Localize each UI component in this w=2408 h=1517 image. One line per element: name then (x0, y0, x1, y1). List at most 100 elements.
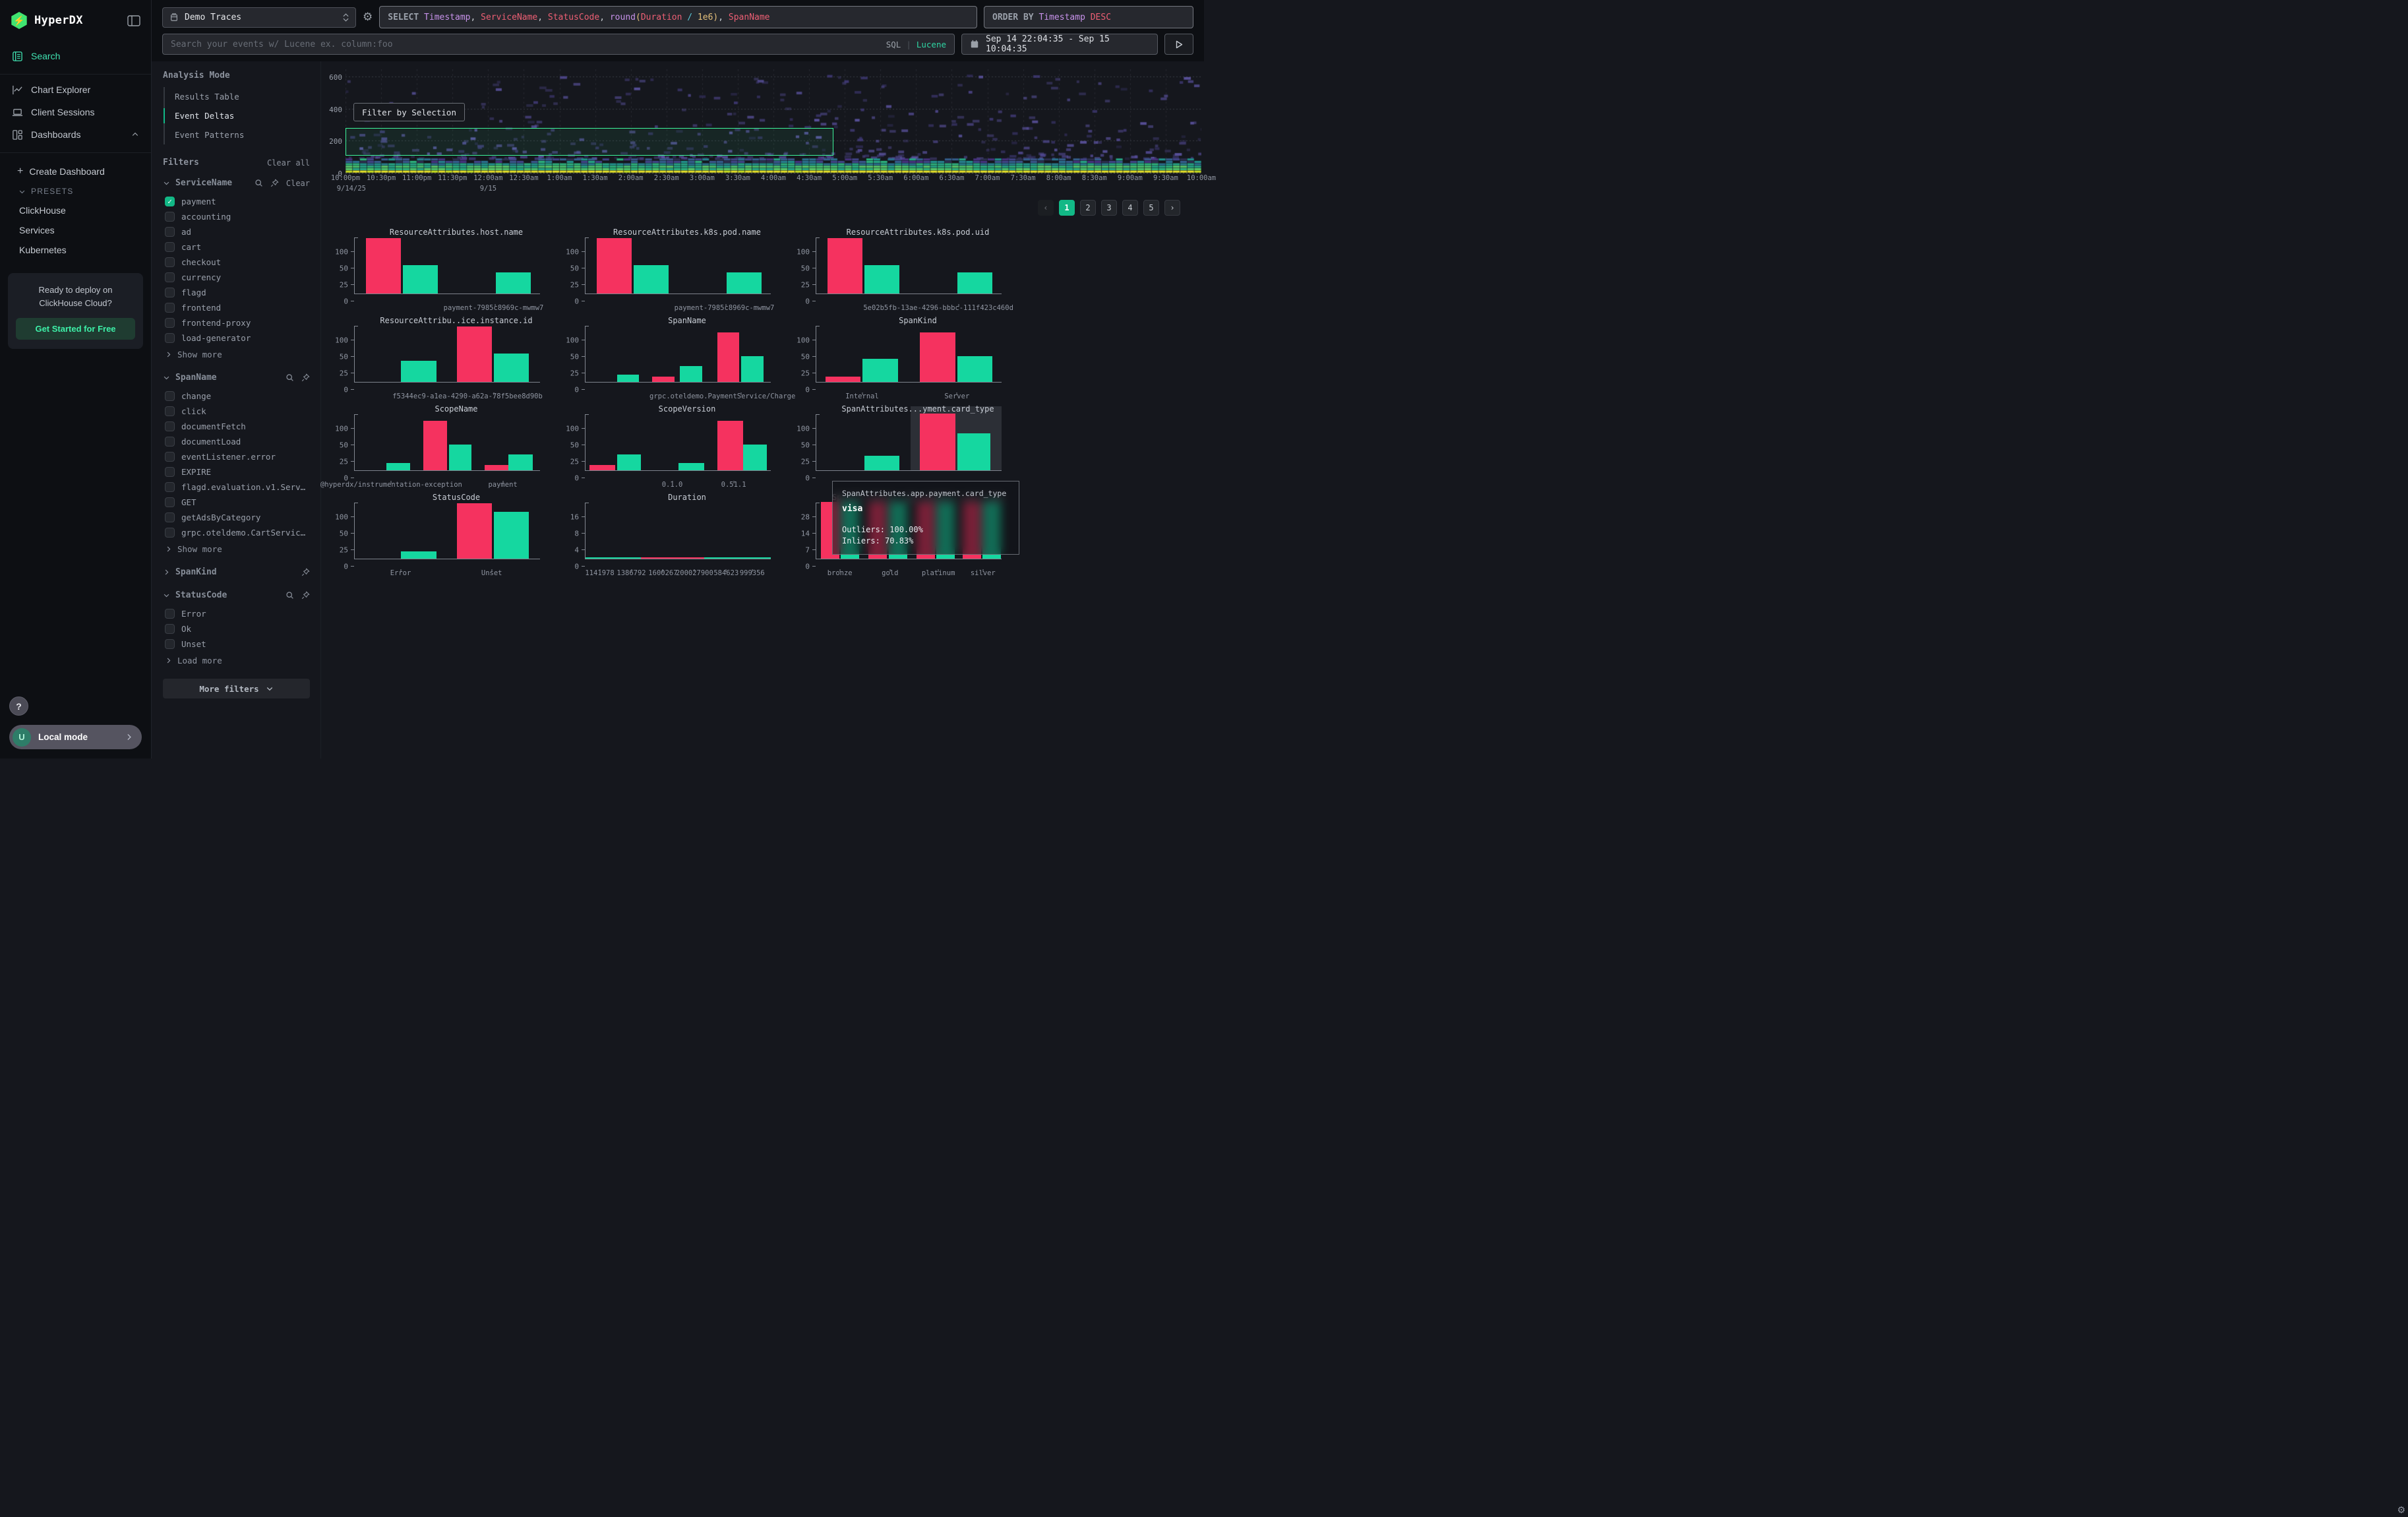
inlier-bar[interactable] (957, 433, 991, 470)
filter-group-header[interactable]: StatusCode (163, 590, 310, 600)
checkbox-unchecked[interactable] (165, 242, 175, 252)
heatmap-plot[interactable]: Filter by Selection (346, 69, 1201, 173)
outlier-bar[interactable] (826, 377, 860, 382)
outlier-bar[interactable] (920, 332, 955, 382)
checkbox-unchecked[interactable] (165, 624, 175, 634)
analysis-mode-results-table[interactable]: Results Table (165, 87, 310, 106)
checkbox-unchecked[interactable] (165, 272, 175, 282)
filter-group-header[interactable]: SpanName (163, 373, 310, 383)
filter-checkbox-item[interactable]: currency (163, 270, 310, 285)
filter-checkbox-item[interactable]: frontend (163, 300, 310, 315)
mini-chart-plot[interactable] (585, 326, 771, 383)
checkbox-unchecked[interactable] (165, 528, 175, 538)
filter-checkbox-item[interactable]: flagd (163, 285, 310, 300)
filter-checkbox-item[interactable]: cart (163, 239, 310, 255)
run-query-button[interactable] (1164, 34, 1193, 55)
filter-load-more-button[interactable]: Load more (163, 652, 310, 666)
local-mode-menu[interactable]: U Local mode (9, 725, 142, 749)
filter-checkbox-item[interactable]: ✓payment (163, 194, 310, 209)
filter-show-more-button[interactable]: Show more (163, 540, 310, 554)
filter-group-header[interactable]: ServiceNameClear (163, 178, 310, 188)
inlier-bar[interactable] (386, 463, 411, 470)
sidebar-item-search[interactable]: Search (0, 45, 151, 67)
pin-icon[interactable] (301, 373, 310, 382)
checkbox-unchecked[interactable] (165, 609, 175, 619)
inlier-bar[interactable] (864, 265, 899, 294)
heatmap-selection-rect[interactable] (346, 128, 833, 156)
outlier-bar[interactable] (920, 414, 955, 470)
create-dashboard-button[interactable]: + Create Dashboard (0, 161, 151, 182)
inlier-bar[interactable] (680, 366, 702, 382)
outlier-bar[interactable] (717, 332, 740, 382)
mini-chart-plot[interactable] (354, 503, 540, 559)
inlier-bar[interactable] (727, 272, 762, 294)
filter-checkbox-item[interactable]: click (163, 404, 310, 419)
mini-chart-plot[interactable] (816, 414, 1002, 471)
pagination-page-4[interactable]: 4 (1122, 200, 1138, 216)
filter-checkbox-item[interactable]: change (163, 388, 310, 404)
pagination-page-5[interactable]: 5 (1143, 200, 1159, 216)
filter-checkbox-item[interactable]: checkout (163, 255, 310, 270)
mini-chart-plot[interactable] (585, 414, 771, 471)
search-icon[interactable] (286, 591, 294, 600)
filter-show-more-button[interactable]: Show more (163, 346, 310, 359)
checkbox-unchecked[interactable] (165, 303, 175, 313)
clear-all-filters-button[interactable]: Clear all (267, 158, 310, 168)
filter-checkbox-item[interactable]: GET (163, 495, 310, 510)
checkbox-unchecked[interactable] (165, 391, 175, 401)
search-icon[interactable] (286, 373, 294, 382)
more-filters-button[interactable]: More filters (163, 679, 310, 698)
search-input[interactable] (171, 40, 880, 49)
sidebar-item-client-sessions[interactable]: Client Sessions (0, 101, 151, 123)
inlier-bar[interactable] (401, 551, 436, 559)
outlier-bar[interactable] (457, 326, 492, 382)
mini-chart-plot[interactable] (354, 326, 540, 383)
help-button[interactable]: ? (9, 697, 28, 716)
filter-checkbox-item[interactable]: getAdsByCategory (163, 510, 310, 525)
source-settings-gear-icon[interactable]: ⚙ (363, 11, 373, 24)
language-lucene-option[interactable]: Lucene (917, 40, 946, 49)
filter-checkbox-item[interactable]: documentFetch (163, 419, 310, 434)
filter-checkbox-item[interactable]: load-generator (163, 330, 310, 346)
outlier-bar[interactable] (457, 503, 492, 559)
checkbox-unchecked[interactable] (165, 421, 175, 431)
outlier-bar[interactable] (828, 238, 862, 294)
inlier-bar[interactable] (403, 265, 438, 294)
filter-checkbox-item[interactable]: EXPIRE (163, 464, 310, 480)
pin-icon[interactable] (301, 568, 310, 576)
get-started-button[interactable]: Get Started for Free (16, 318, 135, 340)
inlier-bar[interactable] (508, 454, 533, 470)
inlier-bar[interactable] (741, 356, 764, 382)
checkbox-unchecked[interactable] (165, 452, 175, 462)
mini-chart-plot[interactable] (585, 237, 771, 294)
inlier-bar[interactable] (957, 272, 992, 294)
checkbox-unchecked[interactable] (165, 467, 175, 477)
checkbox-unchecked[interactable] (165, 639, 175, 649)
inlier-bar[interactable] (957, 356, 992, 382)
preset-clickhouse[interactable]: ClickHouse (0, 201, 151, 220)
outlier-bar[interactable] (485, 465, 509, 470)
checkbox-unchecked[interactable] (165, 497, 175, 507)
sidebar-collapse-icon[interactable] (127, 15, 140, 26)
filter-by-selection-button[interactable]: Filter by Selection (353, 103, 465, 121)
outlier-bar[interactable] (366, 238, 401, 294)
pin-icon[interactable] (301, 591, 310, 600)
filter-checkbox-item[interactable]: Error (163, 606, 310, 621)
checkbox-unchecked[interactable] (165, 333, 175, 343)
inlier-bar[interactable] (862, 359, 897, 382)
inlier-bar[interactable] (494, 512, 529, 559)
inlier-bar[interactable] (617, 454, 642, 470)
checkbox-unchecked[interactable] (165, 437, 175, 447)
pagination-next-button[interactable]: › (1164, 200, 1180, 216)
inlier-bar[interactable] (401, 361, 436, 382)
inlier-bar[interactable] (864, 456, 899, 470)
checkbox-unchecked[interactable] (165, 288, 175, 297)
filter-checkbox-item[interactable]: Unset (163, 636, 310, 652)
sidebar-item-dashboards[interactable]: Dashboards (0, 123, 151, 146)
pagination-prev-button[interactable]: ‹ (1038, 200, 1054, 216)
checkbox-unchecked[interactable] (165, 512, 175, 522)
outlier-bar[interactable] (423, 421, 448, 470)
outlier-bar[interactable] (652, 377, 675, 382)
filter-checkbox-item[interactable]: grpc.oteldemo.CartServic… (163, 525, 310, 540)
inlier-bar[interactable] (494, 354, 529, 382)
